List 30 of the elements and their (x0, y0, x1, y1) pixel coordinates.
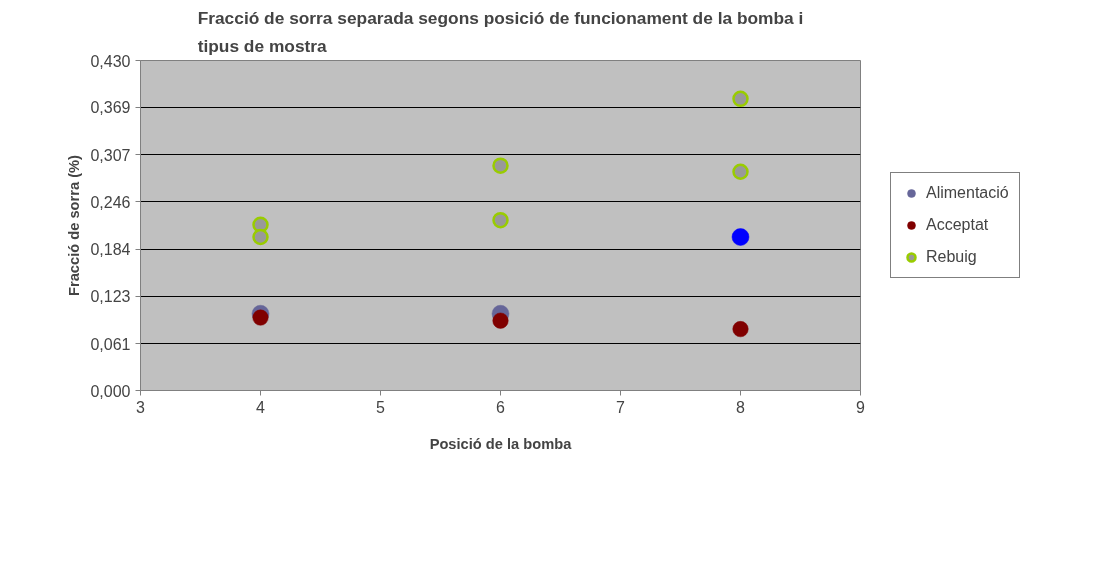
point (492, 211, 509, 229)
x-axis-title: Posició de la bomba (429, 435, 573, 452)
y-tick-label: 0,369 (90, 99, 131, 117)
x-tick-label: 5 (376, 398, 386, 416)
y-tick-label: 0,430 (90, 52, 131, 70)
point (732, 163, 749, 181)
y-tick-label: 0,123 (90, 288, 131, 306)
y-tick-label: 0,246 (90, 193, 131, 211)
point (492, 312, 509, 329)
point (731, 228, 750, 246)
chart-title: Fracció de sorra separada segons posició de funcionament de la bomba i tipus de mostra (197, 7, 804, 56)
y-tick-label: 0,061 (90, 335, 131, 353)
x-tick-label: 7 (616, 398, 626, 416)
point (732, 90, 749, 108)
x-tick-label: 6 (496, 398, 506, 416)
point (492, 157, 509, 174)
x-tick-label: 3 (136, 398, 146, 416)
x-tick-label: 8 (736, 398, 746, 416)
point (252, 309, 269, 326)
y-tick-label: 0,184 (90, 241, 131, 259)
legend-label: Alimentació (926, 184, 1009, 202)
x-tick-label: 4 (256, 398, 266, 416)
y-axis-title: Fracció de sorra (%) (66, 154, 83, 296)
legend-label: Acceptat (926, 216, 989, 234)
point (252, 228, 269, 246)
y-tick-label: 0,000 (90, 382, 131, 400)
x-tick-label: 9 (856, 398, 866, 416)
point (732, 321, 749, 338)
y-tick-label: 0,307 (90, 146, 131, 164)
legend-label: Rebuig (926, 248, 977, 266)
